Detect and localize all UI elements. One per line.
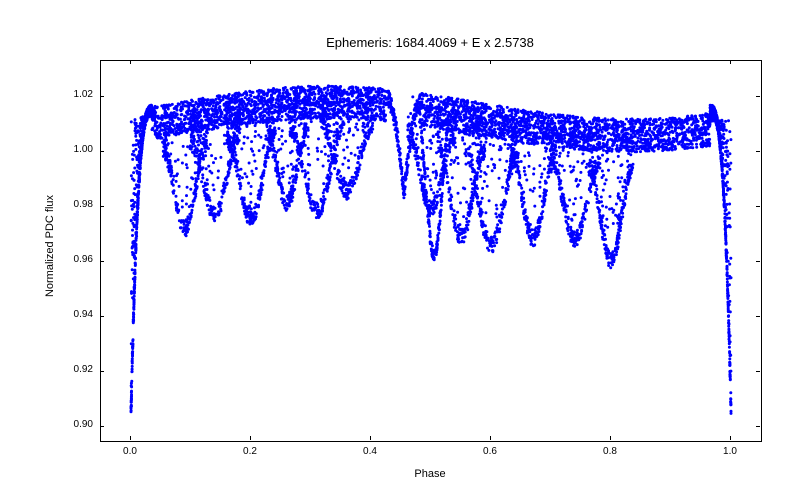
y-tick-mark	[756, 426, 760, 427]
scatter-plot	[101, 61, 761, 441]
y-tick-label: 0.94	[55, 309, 93, 320]
plot-area	[100, 60, 762, 442]
y-tick-mark	[756, 96, 760, 97]
y-tick-label: 0.92	[55, 364, 93, 375]
x-tick-mark	[130, 60, 131, 64]
y-tick-mark	[756, 206, 760, 207]
y-tick-mark	[756, 261, 760, 262]
y-tick-label: 1.00	[55, 144, 93, 155]
y-tick-mark	[756, 316, 760, 317]
y-tick-mark	[100, 426, 104, 427]
y-tick-mark	[100, 371, 104, 372]
x-tick-mark	[610, 60, 611, 64]
y-tick-mark	[756, 371, 760, 372]
y-tick-label: 0.98	[55, 199, 93, 210]
x-tick-mark	[490, 60, 491, 64]
x-tick-label: 0.8	[595, 446, 625, 457]
y-tick-label: 0.96	[55, 254, 93, 265]
x-tick-mark	[250, 436, 251, 440]
y-tick-mark	[100, 261, 104, 262]
x-tick-label: 0.4	[355, 446, 385, 457]
x-tick-label: 1.0	[715, 446, 745, 457]
y-tick-mark	[100, 96, 104, 97]
x-tick-mark	[370, 436, 371, 440]
y-tick-label: 1.02	[55, 89, 93, 100]
x-tick-label: 0.6	[475, 446, 505, 457]
x-tick-label: 0.2	[235, 446, 265, 457]
x-tick-label: 0.0	[115, 446, 145, 457]
y-tick-mark	[100, 316, 104, 317]
y-tick-mark	[100, 151, 104, 152]
x-tick-mark	[730, 436, 731, 440]
x-tick-mark	[610, 436, 611, 440]
y-tick-mark	[100, 206, 104, 207]
x-tick-mark	[730, 60, 731, 64]
x-tick-mark	[370, 60, 371, 64]
y-tick-label: 0.90	[55, 419, 93, 430]
x-axis-label: Phase	[100, 468, 760, 480]
chart-title: Ephemeris: 1684.4069 + E x 2.5738	[100, 35, 760, 50]
x-tick-mark	[490, 436, 491, 440]
y-axis-label: Normalized PDC flux	[44, 166, 56, 326]
y-tick-mark	[756, 151, 760, 152]
chart-container: Ephemeris: 1684.4069 + E x 2.5738 Normal…	[0, 0, 800, 500]
x-tick-mark	[250, 60, 251, 64]
x-tick-mark	[130, 436, 131, 440]
